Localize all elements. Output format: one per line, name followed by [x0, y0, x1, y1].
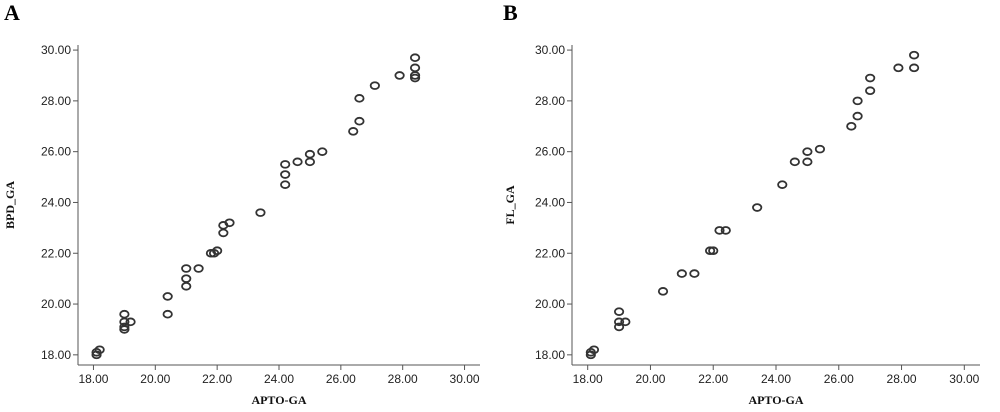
data-point [317, 147, 328, 156]
data-point [409, 71, 421, 80]
y-tick-label: 26.00 [41, 145, 71, 159]
x-tick-label: 22.00 [698, 372, 728, 386]
data-point [280, 160, 291, 169]
data-point [789, 157, 800, 167]
data-point [613, 322, 625, 332]
data-point [676, 269, 687, 278]
chart-panel-b: B 18.00 20.00 22.00 24.00 26.00 28.00 30.00 18.0… [503, 0, 980, 407]
data-point [720, 226, 731, 235]
data-point [354, 94, 365, 103]
panel-letter: A [4, 0, 20, 25]
x-tick-label: 26.00 [824, 372, 854, 386]
data-point [852, 96, 863, 106]
data-point [620, 317, 631, 327]
y-axis-title: FL_GA [503, 185, 517, 225]
data-point [708, 246, 719, 256]
data-point [852, 111, 863, 121]
x-tick-label: 30.00 [949, 372, 979, 386]
x-tick-label: 18.00 [573, 372, 603, 386]
data-point [714, 226, 725, 235]
data-point [193, 264, 204, 273]
x-tick-label: 28.00 [887, 372, 917, 386]
data-point [218, 228, 229, 238]
x-axis-title: APTO-GA [748, 393, 803, 407]
data-point [369, 81, 380, 90]
data-point [657, 287, 669, 296]
data-point [162, 309, 173, 319]
x-tick-label: 28.00 [388, 372, 418, 386]
data-point [224, 218, 235, 228]
y-tick-label: 24.00 [535, 195, 565, 209]
data-point [893, 63, 904, 73]
data-point [119, 309, 130, 319]
data-point [865, 86, 876, 96]
data-point [752, 203, 763, 212]
x-tick-label: 26.00 [326, 372, 356, 386]
data-point [394, 71, 405, 80]
x-tick-label: 20.00 [635, 372, 665, 386]
data-point [846, 121, 857, 131]
y-tick-label: 18.00 [535, 348, 565, 362]
y-tick-label: 28.00 [535, 94, 565, 108]
data-point [585, 350, 596, 360]
y-tick-label: 22.00 [41, 246, 71, 260]
data-point [304, 149, 316, 159]
y-tick-label: 18.00 [41, 348, 71, 362]
data-point [865, 73, 876, 83]
y-tick-label: 24.00 [41, 195, 71, 209]
data-point [777, 180, 788, 189]
data-point [91, 350, 102, 360]
data-point [409, 63, 421, 73]
data-point [613, 307, 625, 316]
data-point [802, 147, 813, 156]
data-point [119, 325, 130, 334]
data-point [354, 116, 365, 126]
data-point [814, 144, 826, 154]
data-point [181, 281, 192, 291]
y-tick-label: 30.00 [535, 43, 565, 57]
data-point [304, 157, 316, 167]
data-point [613, 317, 625, 327]
panel-letter: B [503, 0, 518, 25]
y-tick-label: 26.00 [535, 145, 565, 159]
data-point [292, 157, 303, 167]
data-point [908, 63, 920, 73]
x-axis-title: APTO-GA [251, 393, 306, 407]
data-point [908, 50, 920, 60]
y-tick-label: 28.00 [41, 94, 71, 108]
x-tick-label: 18.00 [78, 372, 108, 386]
y-tick-label: 22.00 [535, 246, 565, 260]
data-point [409, 73, 421, 83]
data-point [125, 317, 136, 327]
data-point [280, 180, 291, 189]
data-point [119, 322, 130, 332]
y-tick-label: 20.00 [41, 297, 71, 311]
data-point [212, 246, 223, 256]
y-axis-title: BPD_GA [3, 181, 17, 229]
data-point [704, 246, 716, 256]
data-point [280, 170, 291, 179]
y-tick-label: 20.00 [535, 297, 565, 311]
y-tick-label: 30.00 [41, 43, 71, 57]
chart-panel-a: A 18.00 20.00 22.00 24.00 26.00 28.00 30.00 18.0… [3, 0, 480, 407]
data-point [181, 274, 192, 283]
data-point [348, 127, 359, 136]
x-tick-label: 30.00 [450, 372, 480, 386]
data-point [181, 264, 192, 273]
data-point [255, 208, 266, 217]
data-point [802, 157, 813, 167]
x-tick-label: 24.00 [761, 372, 791, 386]
x-tick-label: 20.00 [140, 372, 170, 386]
data-point [409, 53, 421, 62]
data-point [162, 292, 173, 301]
x-tick-label: 24.00 [264, 372, 294, 386]
x-tick-label: 22.00 [202, 372, 232, 386]
data-point [689, 269, 700, 278]
